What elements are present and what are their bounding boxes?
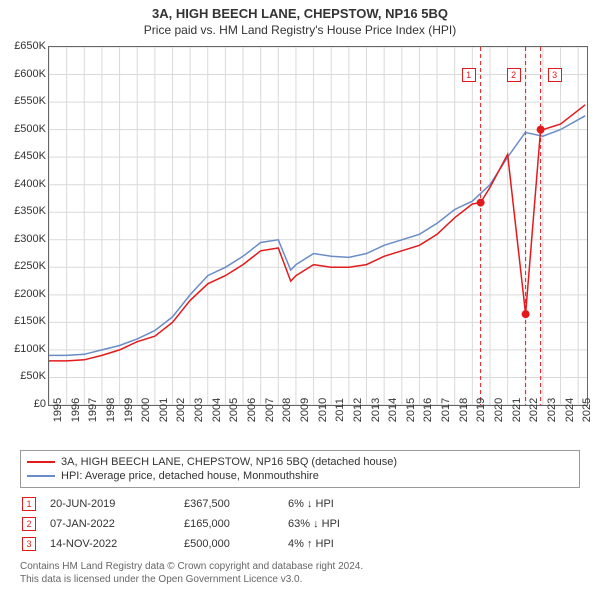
- event-delta: 63% ↓ HPI: [288, 518, 408, 530]
- event-price: £367,500: [184, 498, 274, 510]
- y-tick-label: £400K: [14, 178, 46, 190]
- x-tick-label: 2011: [330, 398, 346, 422]
- y-tick-label: £0: [34, 398, 46, 410]
- event-date: 07-JAN-2022: [50, 518, 170, 530]
- event-marker-2: 2: [507, 68, 521, 82]
- y-tick-label: £550K: [14, 95, 46, 107]
- legend-item: HPI: Average price, detached house, Monm…: [27, 469, 573, 483]
- y-tick-label: £650K: [14, 40, 46, 52]
- y-tick-label: £50K: [20, 370, 46, 382]
- y-tick-label: £300K: [14, 233, 46, 245]
- event-row: 2 07-JAN-2022 £165,000 63% ↓ HPI: [20, 514, 580, 534]
- x-tick-label: 2002: [171, 398, 187, 422]
- x-tick-label: 2001: [154, 398, 170, 422]
- event-row: 3 14-NOV-2022 £500,000 4% ↑ HPI: [20, 534, 580, 554]
- x-tick-label: 2020: [489, 398, 505, 422]
- x-tick-label: 2022: [524, 398, 540, 422]
- attribution-footer: Contains HM Land Registry data © Crown c…: [20, 561, 580, 586]
- event-marker-1: 1: [462, 68, 476, 82]
- x-tick-label: 2016: [418, 398, 434, 422]
- x-tick-label: 2005: [224, 398, 240, 422]
- y-tick-label: £100K: [14, 343, 46, 355]
- x-tick-label: 2021: [507, 398, 523, 422]
- event-date: 14-NOV-2022: [50, 538, 170, 550]
- legend-item: 3A, HIGH BEECH LANE, CHEPSTOW, NP16 5BQ …: [27, 455, 573, 469]
- x-tick-label: 2010: [313, 398, 329, 422]
- y-tick-label: £600K: [14, 68, 46, 80]
- event-price: £165,000: [184, 518, 274, 530]
- x-tick-label: 2006: [242, 398, 258, 422]
- y-tick-label: £350K: [14, 205, 46, 217]
- y-tick-label: £250K: [14, 260, 46, 272]
- y-tick-label: £150K: [14, 315, 46, 327]
- x-tick-label: 2013: [366, 398, 382, 422]
- legend-swatch: [27, 475, 55, 477]
- event-row-marker: 1: [22, 497, 36, 511]
- event-row-marker: 2: [22, 517, 36, 531]
- chart-subtitle: Price paid vs. HM Land Registry's House …: [0, 21, 600, 41]
- legend: 3A, HIGH BEECH LANE, CHEPSTOW, NP16 5BQ …: [20, 450, 580, 488]
- x-tick-label: 2023: [542, 398, 558, 422]
- chart-svg: [49, 47, 587, 405]
- x-tick-label: 1999: [119, 398, 135, 422]
- y-tick-label: £500K: [14, 123, 46, 135]
- x-tick-label: 2012: [348, 398, 364, 422]
- x-tick-label: 2008: [277, 398, 293, 422]
- x-tick-label: 2015: [401, 398, 417, 422]
- y-tick-label: £450K: [14, 150, 46, 162]
- x-tick-label: 2019: [471, 398, 487, 422]
- legend-swatch: [27, 461, 55, 463]
- footer-line-1: Contains HM Land Registry data © Crown c…: [20, 561, 580, 574]
- chart-plot-area: [48, 46, 588, 406]
- event-row: 1 20-JUN-2019 £367,500 6% ↓ HPI: [20, 494, 580, 514]
- legend-label: HPI: Average price, detached house, Monm…: [61, 470, 319, 482]
- x-tick-label: 2014: [383, 398, 399, 422]
- x-tick-label: 2007: [260, 398, 276, 422]
- legend-label: 3A, HIGH BEECH LANE, CHEPSTOW, NP16 5BQ …: [61, 456, 397, 468]
- event-delta: 4% ↑ HPI: [288, 538, 408, 550]
- x-tick-label: 1995: [48, 398, 64, 422]
- x-tick-label: 2000: [136, 398, 152, 422]
- x-tick-label: 2025: [577, 398, 593, 422]
- event-marker-3: 3: [548, 68, 562, 82]
- x-tick-label: 2017: [436, 398, 452, 422]
- x-tick-label: 1998: [101, 398, 117, 422]
- event-date: 20-JUN-2019: [50, 498, 170, 510]
- event-delta: 6% ↓ HPI: [288, 498, 408, 510]
- x-tick-label: 1997: [83, 398, 99, 422]
- x-tick-label: 2009: [295, 398, 311, 422]
- x-tick-label: 2018: [454, 398, 470, 422]
- x-tick-label: 2024: [560, 398, 576, 422]
- x-tick-label: 2004: [207, 398, 223, 422]
- y-tick-label: £200K: [14, 288, 46, 300]
- event-row-marker: 3: [22, 537, 36, 551]
- x-tick-label: 1996: [66, 398, 82, 422]
- x-tick-label: 2003: [189, 398, 205, 422]
- event-table: 1 20-JUN-2019 £367,500 6% ↓ HPI 2 07-JAN-2022…: [20, 494, 580, 554]
- chart-title: 3A, HIGH BEECH LANE, CHEPSTOW, NP16 5BQ: [0, 0, 600, 21]
- event-price: £500,000: [184, 538, 274, 550]
- footer-line-2: This data is licensed under the Open Gov…: [20, 574, 580, 587]
